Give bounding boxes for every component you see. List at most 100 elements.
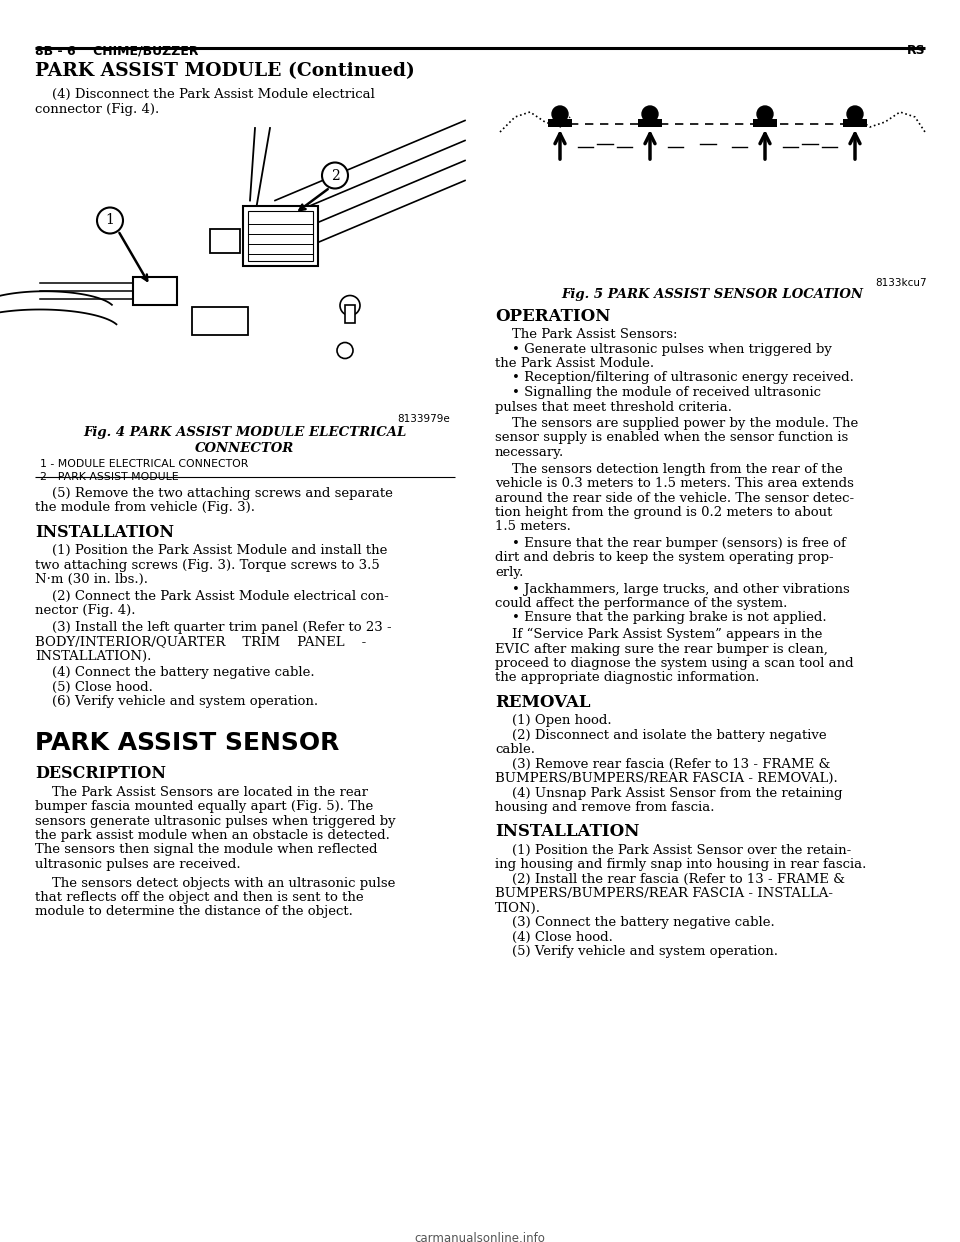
Text: TION).: TION). (495, 902, 541, 914)
Text: proceed to diagnose the system using a scan tool and: proceed to diagnose the system using a s… (495, 657, 853, 669)
Text: 8B - 6    CHIME/BUZZER: 8B - 6 CHIME/BUZZER (35, 43, 199, 57)
Text: the appropriate diagnostic information.: the appropriate diagnostic information. (495, 672, 759, 684)
Text: BUMPERS/BUMPERS/REAR FASCIA - REMOVAL).: BUMPERS/BUMPERS/REAR FASCIA - REMOVAL). (495, 773, 838, 785)
Text: 8133kcu7: 8133kcu7 (876, 278, 927, 288)
Text: tion height from the ground is 0.2 meters to about: tion height from the ground is 0.2 meter… (495, 505, 832, 519)
Text: the park assist module when an obstacle is detected.: the park assist module when an obstacle … (35, 828, 390, 842)
Bar (35, 123, 455, 419)
Text: (5) Close hood.: (5) Close hood. (35, 681, 153, 693)
Bar (209, 229, 239, 252)
Bar (843, 119, 867, 127)
Text: the Park Assist Module.: the Park Assist Module. (495, 356, 654, 370)
Text: The Park Assist Sensors:: The Park Assist Sensors: (495, 328, 678, 342)
Circle shape (340, 296, 360, 315)
Text: necessary.: necessary. (495, 446, 564, 460)
Circle shape (757, 106, 773, 122)
Text: (4) Close hood.: (4) Close hood. (495, 930, 612, 944)
Text: (4) Disconnect the Park Assist Module electrical: (4) Disconnect the Park Assist Module el… (35, 88, 374, 101)
Text: The sensors are supplied power by the module. The: The sensors are supplied power by the mo… (495, 417, 858, 430)
Bar (638, 119, 662, 127)
Text: two attaching screws (Fig. 3). Torque screws to 3.5: two attaching screws (Fig. 3). Torque sc… (35, 559, 380, 571)
Text: that reflects off the object and then is sent to the: that reflects off the object and then is… (35, 891, 364, 904)
Text: erly.: erly. (495, 566, 523, 579)
Text: 1: 1 (106, 214, 114, 227)
Circle shape (642, 106, 658, 122)
Text: Fig. 4 PARK ASSIST MODULE ELECTRICAL: Fig. 4 PARK ASSIST MODULE ELECTRICAL (84, 426, 407, 438)
Text: The sensors detection length from the rear of the: The sensors detection length from the re… (495, 462, 843, 476)
Text: The sensors then signal the module when reflected: The sensors then signal the module when … (35, 843, 377, 857)
Text: The Park Assist Sensors are located in the rear: The Park Assist Sensors are located in t… (35, 785, 368, 799)
Text: REMOVAL: REMOVAL (495, 694, 590, 710)
Text: could affect the performance of the system.: could affect the performance of the syst… (495, 597, 787, 610)
Text: INSTALLATION: INSTALLATION (35, 524, 174, 542)
Text: (4) Connect the battery negative cable.: (4) Connect the battery negative cable. (35, 666, 315, 679)
Text: (3) Connect the battery negative cable.: (3) Connect the battery negative cable. (495, 917, 775, 929)
Text: • Signalling the module of received ultrasonic: • Signalling the module of received ultr… (495, 386, 821, 399)
Text: (2) Disconnect and isolate the battery negative: (2) Disconnect and isolate the battery n… (495, 729, 827, 741)
Bar (243, 205, 318, 266)
Text: BODY/INTERIOR/QUARTER    TRIM    PANEL    -: BODY/INTERIOR/QUARTER TRIM PANEL - (35, 635, 367, 648)
Text: sensors generate ultrasonic pulses when triggered by: sensors generate ultrasonic pulses when … (35, 815, 396, 827)
Circle shape (552, 106, 568, 122)
Text: PARK ASSIST SENSOR: PARK ASSIST SENSOR (35, 732, 340, 755)
Text: ultrasonic pulses are received.: ultrasonic pulses are received. (35, 858, 241, 871)
Text: dirt and debris to keep the system operating prop-: dirt and debris to keep the system opera… (495, 551, 833, 565)
Text: PARK ASSIST MODULE (Continued): PARK ASSIST MODULE (Continued) (35, 62, 415, 79)
Text: The sensors detect objects with an ultrasonic pulse: The sensors detect objects with an ultra… (35, 877, 396, 889)
Text: (3) Remove rear fascia (Refer to 13 - FRAME &: (3) Remove rear fascia (Refer to 13 - FR… (495, 758, 830, 770)
Text: housing and remove from fascia.: housing and remove from fascia. (495, 801, 714, 814)
Text: BUMPERS/BUMPERS/REAR FASCIA - INSTALLA-: BUMPERS/BUMPERS/REAR FASCIA - INSTALLA- (495, 887, 833, 900)
Text: (1) Open hood.: (1) Open hood. (495, 714, 612, 727)
Text: If “Service Park Assist System” appears in the: If “Service Park Assist System” appears … (495, 628, 823, 641)
Text: DESCRIPTION: DESCRIPTION (35, 765, 166, 782)
Text: EVIC after making sure the rear bumper is clean,: EVIC after making sure the rear bumper i… (495, 642, 828, 656)
Text: (6) Verify vehicle and system operation.: (6) Verify vehicle and system operation. (35, 696, 318, 708)
Text: RS: RS (906, 43, 925, 57)
Text: (1) Position the Park Assist Sensor over the retain-: (1) Position the Park Assist Sensor over… (495, 843, 852, 857)
Bar (548, 119, 572, 127)
Circle shape (847, 106, 863, 122)
Text: 1.5 meters.: 1.5 meters. (495, 520, 571, 534)
Bar (192, 307, 248, 334)
Text: 2 - PARK ASSIST MODULE: 2 - PARK ASSIST MODULE (40, 472, 179, 482)
Text: (2) Connect the Park Assist Module electrical con-: (2) Connect the Park Assist Module elect… (35, 590, 389, 602)
Bar (345, 304, 355, 323)
Text: (3) Install the left quarter trim panel (Refer to 23 -: (3) Install the left quarter trim panel … (35, 621, 392, 633)
Bar (133, 277, 177, 304)
Text: sensor supply is enabled when the sensor function is: sensor supply is enabled when the sensor… (495, 431, 849, 445)
Text: (1) Position the Park Assist Module and install the: (1) Position the Park Assist Module and … (35, 544, 388, 556)
Text: nector (Fig. 4).: nector (Fig. 4). (35, 604, 135, 617)
Text: carmanualsonline.info: carmanualsonline.info (415, 1232, 545, 1242)
Text: (5) Remove the two attaching screws and separate: (5) Remove the two attaching screws and … (35, 487, 393, 501)
Text: (5) Verify vehicle and system operation.: (5) Verify vehicle and system operation. (495, 945, 778, 958)
Text: the module from vehicle (Fig. 3).: the module from vehicle (Fig. 3). (35, 502, 255, 514)
Text: cable.: cable. (495, 743, 535, 756)
Bar (495, 62, 930, 282)
Text: • Reception/filtering of ultrasonic energy received.: • Reception/filtering of ultrasonic ener… (495, 371, 853, 385)
Text: 1 - MODULE ELECTRICAL CONNECTOR: 1 - MODULE ELECTRICAL CONNECTOR (40, 460, 249, 469)
Text: Fig. 5 PARK ASSIST SENSOR LOCATION: Fig. 5 PARK ASSIST SENSOR LOCATION (562, 288, 863, 301)
Text: 2: 2 (330, 169, 340, 183)
Text: module to determine the distance of the object.: module to determine the distance of the … (35, 905, 353, 919)
Text: ing housing and firmly snap into housing in rear fascia.: ing housing and firmly snap into housing… (495, 858, 866, 871)
Circle shape (97, 207, 123, 233)
Text: (4) Unsnap Park Assist Sensor from the retaining: (4) Unsnap Park Assist Sensor from the r… (495, 786, 843, 800)
Text: bumper fascia mounted equally apart (Fig. 5). The: bumper fascia mounted equally apart (Fig… (35, 800, 373, 814)
Text: CONNECTOR: CONNECTOR (196, 442, 295, 455)
Text: • Generate ultrasonic pulses when triggered by: • Generate ultrasonic pulses when trigge… (495, 343, 832, 355)
Bar (753, 119, 777, 127)
Circle shape (322, 163, 348, 189)
Text: 8133979e: 8133979e (397, 414, 450, 424)
Text: vehicle is 0.3 meters to 1.5 meters. This area extends: vehicle is 0.3 meters to 1.5 meters. Thi… (495, 477, 853, 491)
Bar (248, 210, 313, 261)
Text: • Jackhammers, large trucks, and other vibrations: • Jackhammers, large trucks, and other v… (495, 582, 850, 595)
Text: • Ensure that the parking brake is not applied.: • Ensure that the parking brake is not a… (495, 611, 827, 625)
Text: connector (Fig. 4).: connector (Fig. 4). (35, 103, 159, 116)
Text: • Ensure that the rear bumper (sensors) is free of: • Ensure that the rear bumper (sensors) … (495, 537, 846, 550)
Text: around the rear side of the vehicle. The sensor detec-: around the rear side of the vehicle. The… (495, 492, 854, 504)
Text: INSTALLATION: INSTALLATION (495, 823, 639, 841)
Circle shape (337, 343, 353, 359)
Text: pulses that meet threshold criteria.: pulses that meet threshold criteria. (495, 400, 732, 414)
Text: INSTALLATION).: INSTALLATION). (35, 650, 152, 662)
Text: (2) Install the rear fascia (Refer to 13 - FRAME &: (2) Install the rear fascia (Refer to 13… (495, 872, 845, 886)
